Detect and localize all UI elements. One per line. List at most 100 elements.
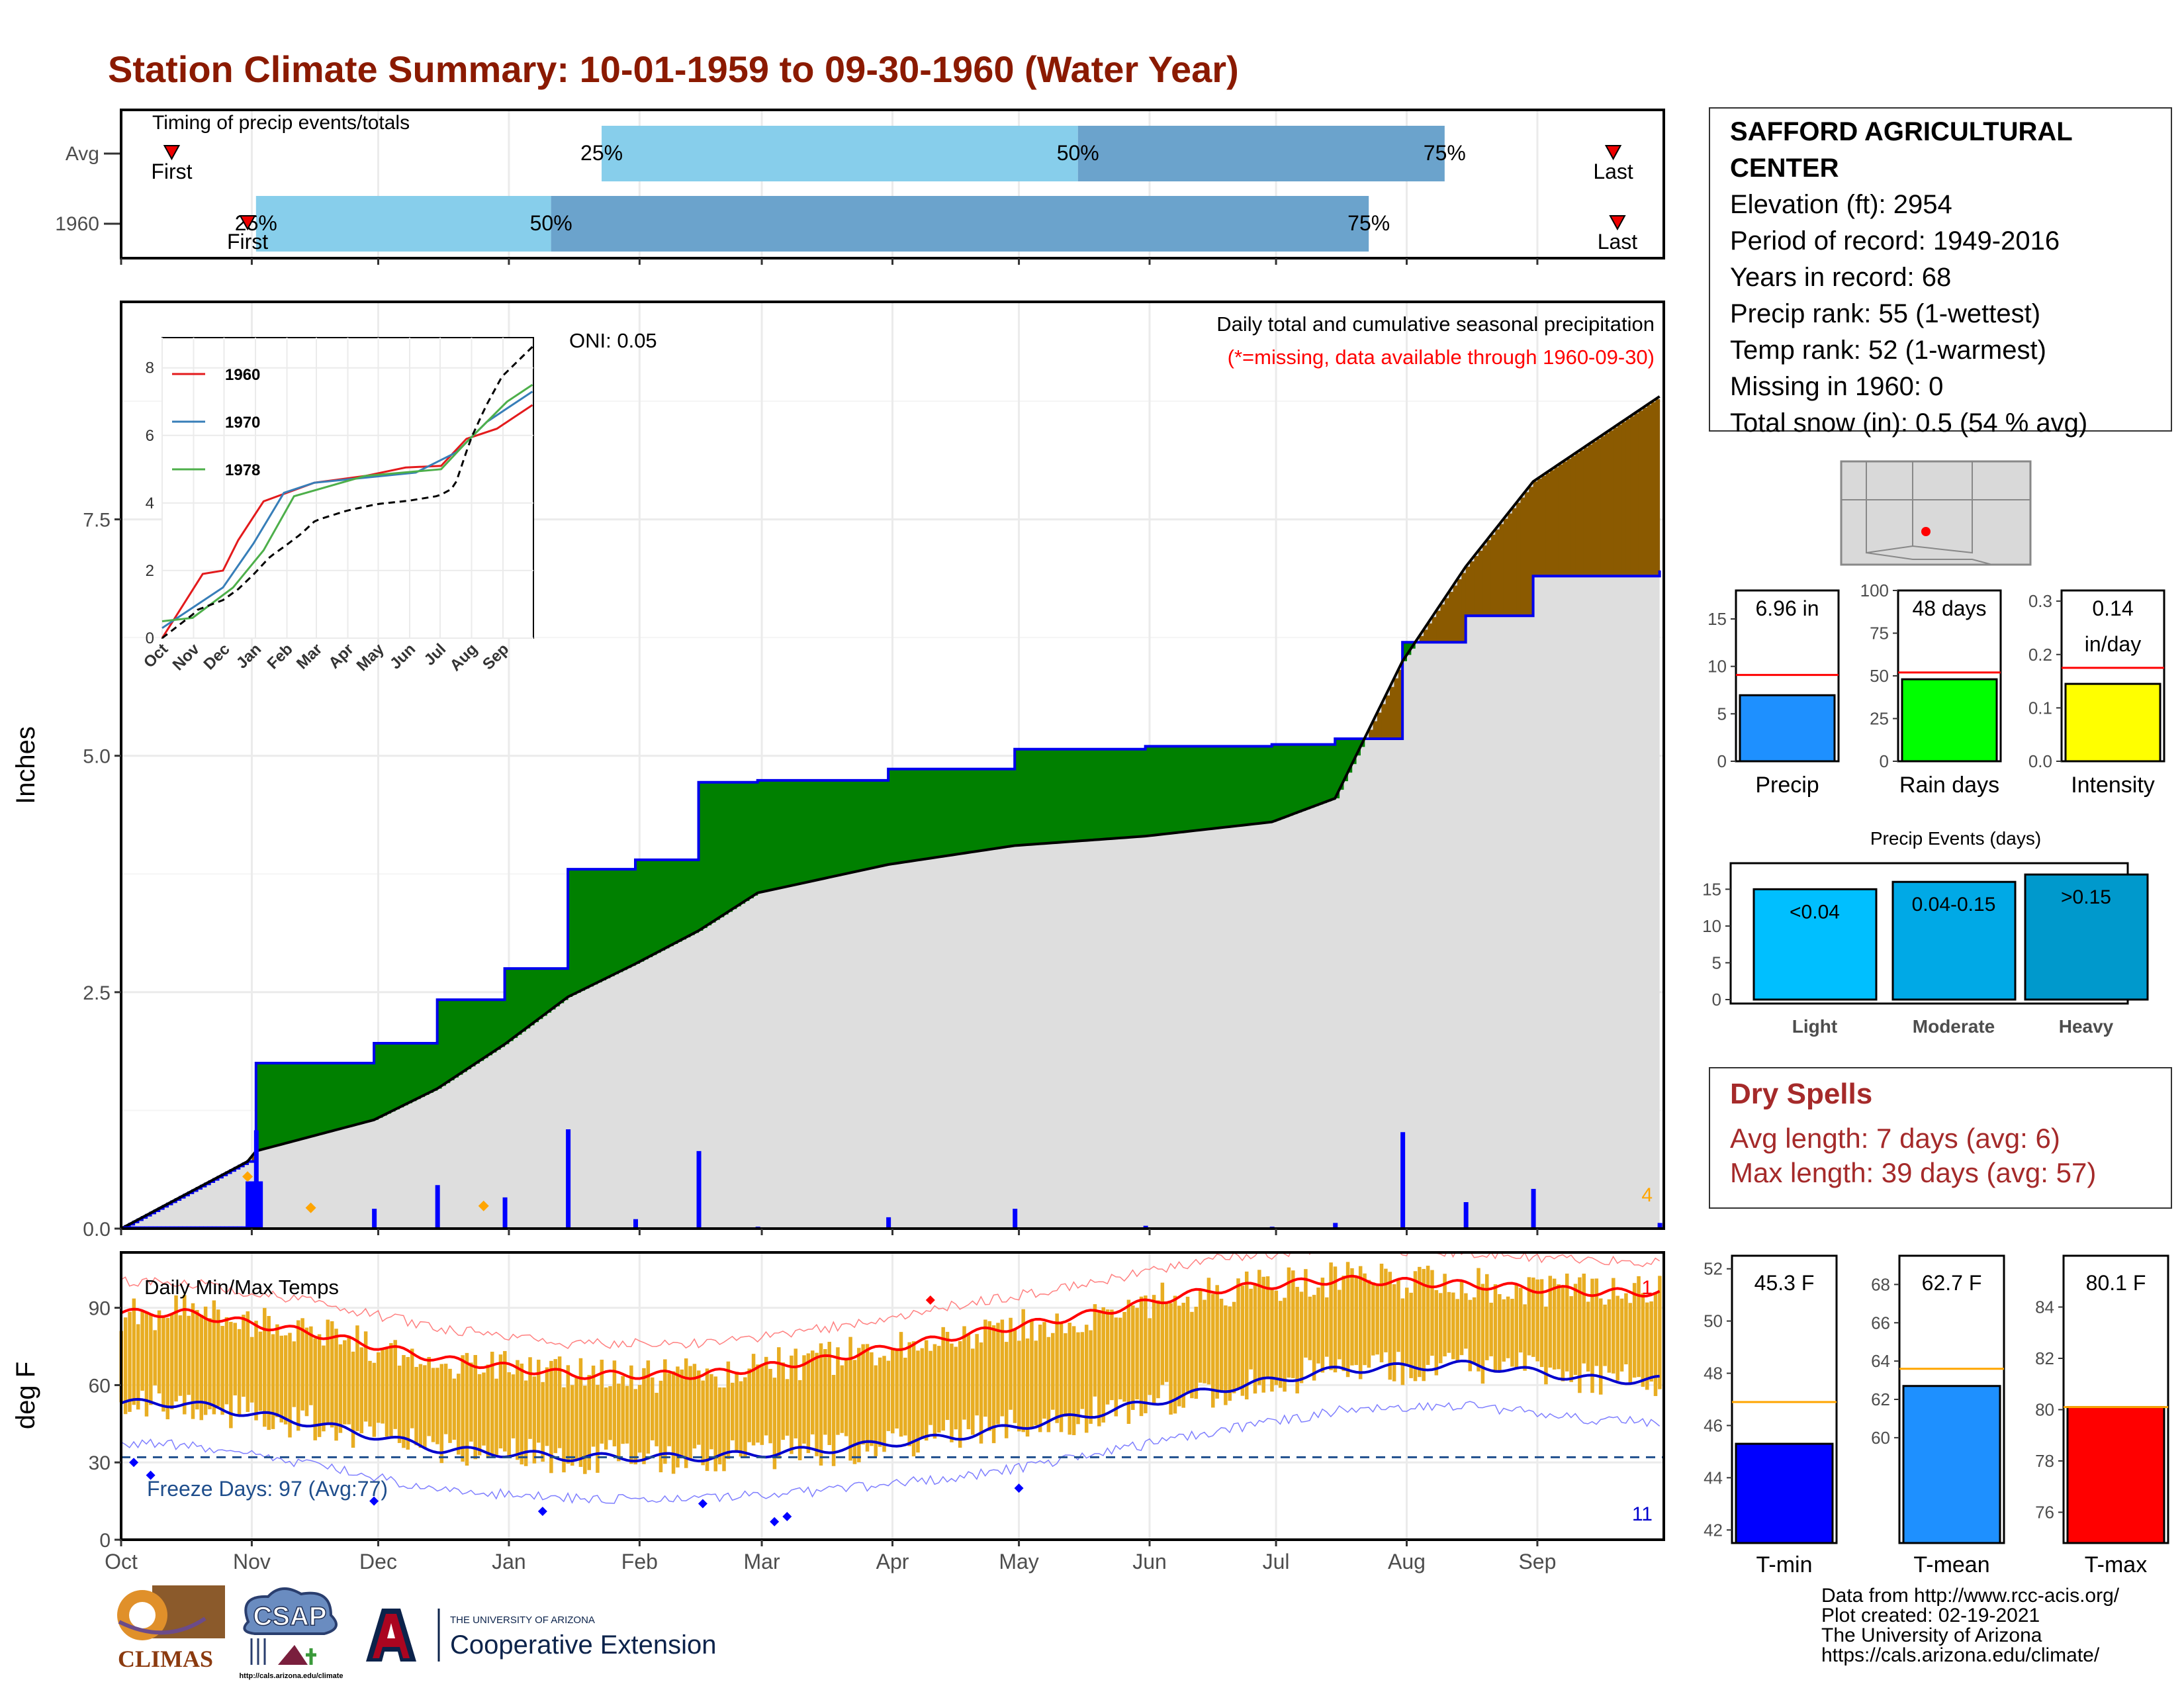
- daily-temp-bar: [477, 1374, 482, 1456]
- daily-temp-bar: [169, 1314, 174, 1409]
- q75-label: 75%: [1347, 211, 1390, 235]
- daily-temp-bar: [852, 1360, 857, 1464]
- credits: Data from http://www.rcc-acis.org/ Plot …: [1821, 1586, 2119, 1665]
- event-category-label: Moderate: [1913, 1016, 1995, 1037]
- freeze-days-label: Freeze Days: 97 (Avg:77): [147, 1477, 388, 1501]
- precip-departure: [728, 782, 733, 912]
- daily-temp-bar: [267, 1316, 271, 1430]
- daily-precip-bar: [1143, 1225, 1148, 1229]
- precip-departure: [1250, 746, 1255, 825]
- credit-line: Data from http://www.rcc-acis.org/: [1821, 1585, 2120, 1607]
- bar-category-label: Precip: [1755, 773, 1819, 798]
- ytick-label: 25: [1870, 709, 1889, 729]
- daily-temp-bar: [1253, 1283, 1257, 1394]
- daily-temp-bar: [688, 1366, 692, 1460]
- daily-temp-bar: [1434, 1289, 1439, 1376]
- precip-departure: [1141, 749, 1146, 837]
- ytick-label: 0.2: [2028, 645, 2052, 665]
- daily-temp-bar: [819, 1343, 823, 1466]
- daily-temp-bar: [743, 1377, 747, 1458]
- precip-departure: [787, 780, 792, 887]
- precip-departure: [896, 769, 901, 864]
- daily-temp-bar: [490, 1351, 494, 1455]
- precip-departure: [1326, 744, 1332, 802]
- daily-temp-bar: [174, 1295, 178, 1402]
- daily-temp-bar: [431, 1368, 435, 1442]
- precip-departure: [336, 1063, 341, 1130]
- daily-temp-bar: [1624, 1293, 1628, 1365]
- daily-temp-bar: [772, 1378, 777, 1470]
- daily-temp-bar: [1658, 1276, 1662, 1389]
- daily-temp-bar: [1173, 1295, 1177, 1414]
- precip-departure: [913, 769, 919, 861]
- daily-temp-bar: [1565, 1273, 1569, 1372]
- precip-departure: [1230, 746, 1234, 827]
- q50-label: 50%: [530, 211, 572, 235]
- daily-temp-bar: [402, 1355, 406, 1448]
- precip-departure: [496, 1000, 501, 1050]
- daily-temp-bar: [857, 1348, 861, 1463]
- daily-temp-bar: [1552, 1278, 1557, 1370]
- daily-temp-bar: [212, 1300, 216, 1415]
- daily-temp-bar: [1114, 1317, 1118, 1417]
- xtick-label: Feb: [621, 1550, 658, 1573]
- precip-departure: [323, 1063, 328, 1133]
- daily-temp-bar: [929, 1350, 933, 1425]
- precip-departure: [1369, 729, 1374, 739]
- daily-temp-bar: [448, 1368, 452, 1443]
- daily-temp-bar: [220, 1325, 224, 1415]
- precip-departure: [1524, 492, 1529, 616]
- station-missing: Missing in 1960: 0: [1730, 372, 1944, 401]
- daily-temp-bar: [848, 1336, 852, 1461]
- daily-temp-bar: [498, 1354, 503, 1449]
- value-label: 45.3 F: [1754, 1271, 1815, 1295]
- daily-temp-bar: [1518, 1288, 1523, 1353]
- daily-temp-bar: [996, 1323, 1000, 1425]
- precip-departure: [1613, 428, 1618, 577]
- daily-precip-bar: [566, 1129, 571, 1229]
- daily-temp-bar: [1514, 1285, 1519, 1369]
- daily-temp-bar: [1287, 1267, 1291, 1378]
- precip-departure: [281, 1063, 286, 1145]
- precip-departure: [774, 780, 780, 890]
- daily-temp-bar: [1017, 1340, 1021, 1432]
- precip-departure: [635, 859, 640, 964]
- daily-temp-bar: [275, 1324, 279, 1417]
- precip-departure: [1583, 447, 1588, 577]
- daily-temp-bar: [663, 1359, 667, 1464]
- event-value-label: 0.04-0.15: [1912, 894, 1996, 915]
- precip-departure: [715, 782, 720, 920]
- precip-departure: [1600, 436, 1606, 577]
- precip-departure: [1128, 749, 1134, 837]
- daily-temp-bar: [330, 1321, 334, 1428]
- precip-departure: [289, 1063, 295, 1143]
- precip-departure: [1225, 746, 1230, 827]
- inset-ytick: 2: [146, 562, 154, 580]
- daily-temp-bar: [1084, 1325, 1089, 1433]
- daily-temp-bar: [1211, 1293, 1215, 1408]
- daily-temp-bar: [461, 1355, 465, 1462]
- observed-cumulative-line: [121, 570, 1661, 1230]
- precip-departure: [1554, 467, 1559, 577]
- daily-temp-bar: [692, 1364, 697, 1449]
- daily-temp-bar: [157, 1310, 161, 1394]
- precip-departure: [1010, 769, 1015, 847]
- daily-temp-bar: [288, 1333, 292, 1438]
- daily-temp-bar: [326, 1319, 330, 1424]
- daily-temp-bar: [1009, 1317, 1013, 1410]
- ytick-label: 48: [1704, 1364, 1723, 1383]
- daily-temp-bar: [427, 1356, 431, 1436]
- inset-ytick: 8: [146, 359, 154, 377]
- precip-departure: [1086, 749, 1091, 841]
- precip-departure: [1170, 746, 1175, 833]
- precip-departure: [1132, 749, 1138, 837]
- precip-departure: [1234, 746, 1239, 827]
- daily-temp-bar: [1265, 1276, 1270, 1378]
- precip-departure: [1351, 739, 1357, 765]
- precip-departure: [698, 782, 704, 931]
- station-marker: [1921, 527, 1931, 536]
- event-category-label: Light: [1792, 1016, 1837, 1037]
- precip-departure: [428, 1043, 433, 1093]
- daily-temp-bar: [242, 1315, 246, 1397]
- ytick-label: 15: [1702, 879, 1721, 899]
